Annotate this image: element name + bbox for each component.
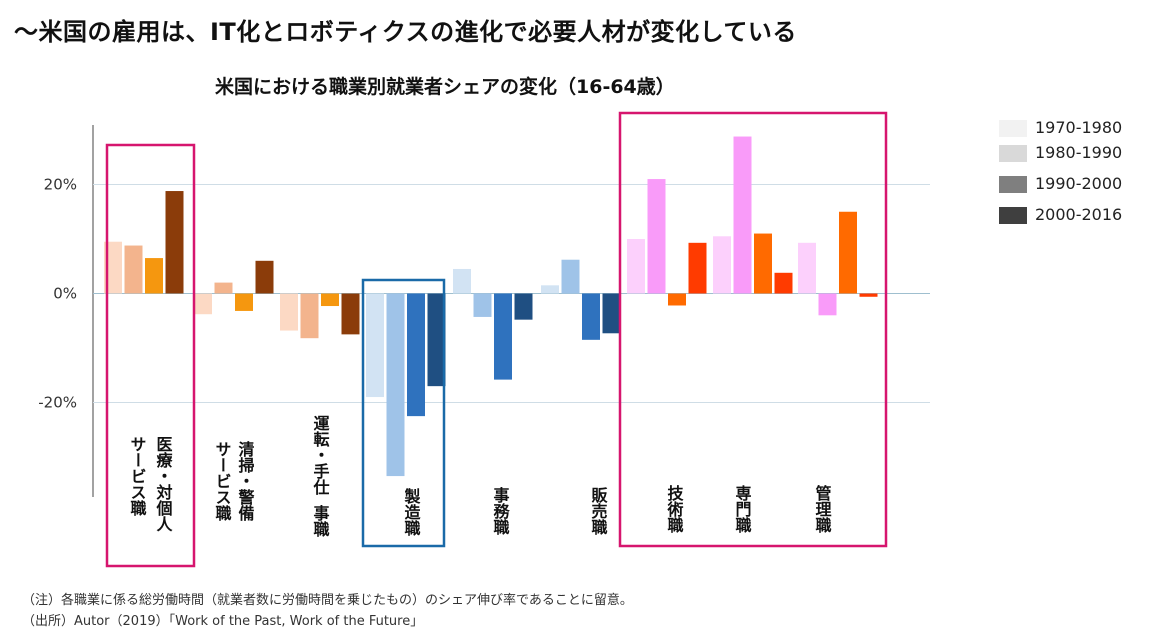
category-label: 販売職 [589,487,608,536]
bar [473,293,492,317]
bar [341,293,360,335]
legend-swatch [999,120,1027,137]
legend-swatch [999,176,1027,193]
category-label: 製造職 [402,487,422,537]
category-label: 清掃・警備 [236,441,256,522]
legend-label: 1990-2000 [1035,174,1123,193]
category-label: 運転・手仕 [311,415,331,496]
bar [713,236,731,294]
bar [818,293,837,316]
headline: 〜米国の雇用は、IT化とロボティクスの進化で必要人材が変化している [14,18,797,46]
bar [300,293,319,339]
y-tick-label: 0% [53,285,77,303]
category-label: 管理職 [813,484,832,534]
bar [407,293,425,417]
highlight-box-manufacturing [361,278,446,548]
bar [124,245,143,294]
highlight-box-healthcare [105,143,196,568]
legend-label: 2000-2016 [1035,205,1123,224]
category-label: サービス職 [213,441,232,522]
bar [627,239,645,294]
y-tick-label: 20% [44,176,77,194]
bar [145,258,163,294]
bar [733,136,752,294]
bar [541,285,559,294]
bar [214,282,233,294]
category-label: サービス職 [128,436,147,517]
bar [280,293,298,331]
bar [688,242,707,294]
bar [386,293,405,477]
bar [453,268,471,294]
highlight-box-professional [618,111,888,548]
category-label: 事務職 [491,487,510,536]
bar [839,211,857,294]
bar [427,293,446,387]
legend-swatch [999,145,1027,162]
bar [494,293,512,380]
bar [647,179,666,294]
bar [321,293,339,307]
bar [668,293,686,306]
bar [366,293,384,398]
legend-swatch [999,207,1027,224]
bar [602,293,621,334]
bar [235,293,253,311]
legend-label: 1970-1980 [1035,118,1123,137]
y-tick-label: -20% [38,394,77,412]
footnote: （注）各職業に係る総労働時間（就業者数に労働時間を乗じたもの）のシェア伸び率であ… [22,593,633,608]
bar [859,293,878,297]
category-label: 技術職 [665,484,685,534]
bar [255,260,274,294]
legend-label: 1980-1990 [1035,143,1123,162]
category-label: 事職 [311,505,330,538]
bar [754,233,772,294]
bar [194,293,212,315]
bar [514,293,533,320]
chart-title: 米国における職業別就業者シェアの変化（16-64歳） [215,76,675,98]
bar [165,191,184,294]
bar [774,272,793,294]
bar [104,241,122,294]
bar [582,293,600,340]
category-label: 専門職 [733,485,752,534]
bar [798,242,816,294]
category-label: 医療・対個人 [154,436,174,532]
bar [561,259,580,294]
source-note: （出所）Autor（2019）「Work of the Past, Work o… [22,614,424,629]
